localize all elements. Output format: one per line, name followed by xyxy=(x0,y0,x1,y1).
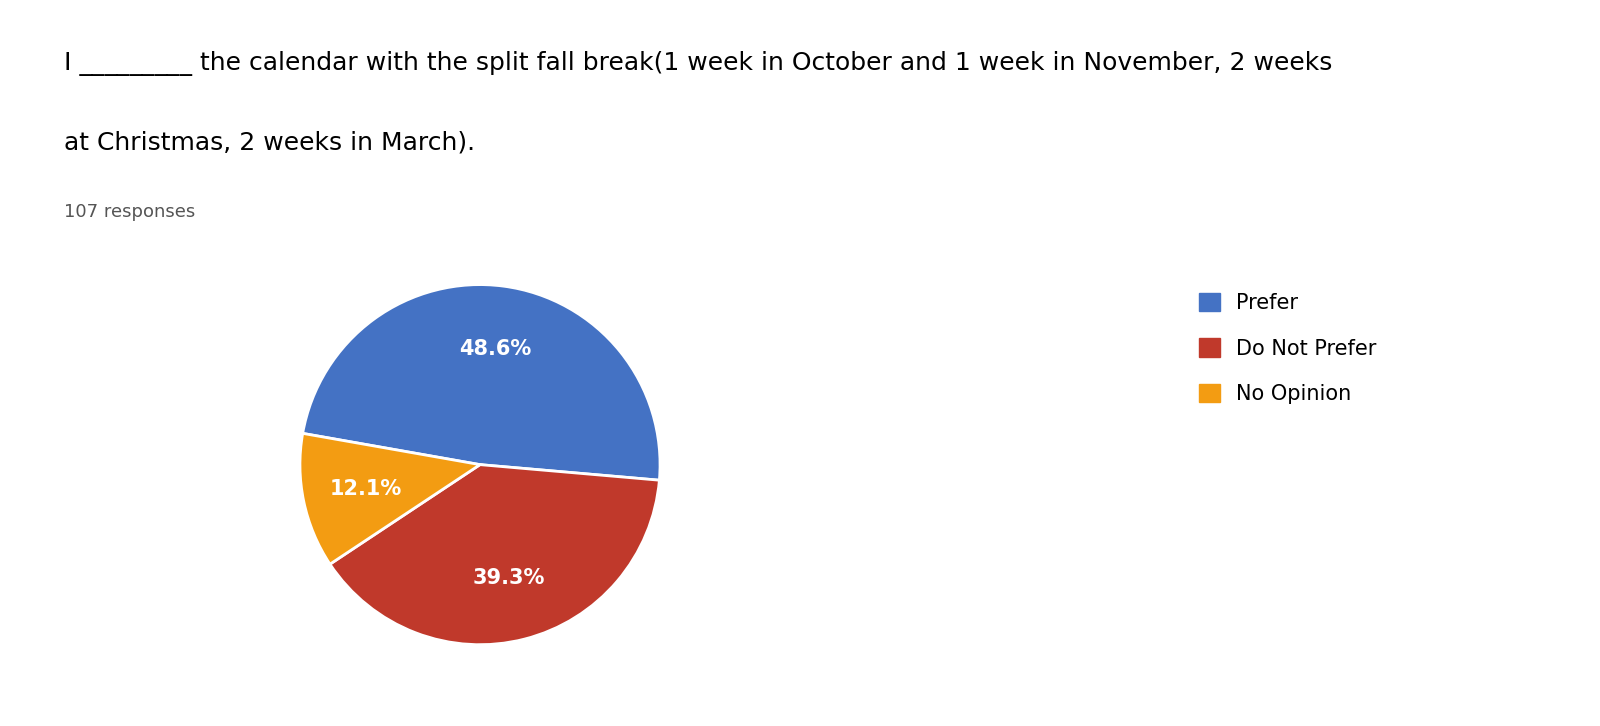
Text: 107 responses: 107 responses xyxy=(64,203,195,221)
Wedge shape xyxy=(302,285,661,480)
Text: 39.3%: 39.3% xyxy=(472,568,546,588)
Legend: Prefer, Do Not Prefer, No Opinion: Prefer, Do Not Prefer, No Opinion xyxy=(1178,272,1397,425)
Text: 48.6%: 48.6% xyxy=(459,338,531,359)
Wedge shape xyxy=(299,433,480,564)
Text: 12.1%: 12.1% xyxy=(330,478,402,499)
Text: at Christmas, 2 weeks in March).: at Christmas, 2 weeks in March). xyxy=(64,131,475,155)
Text: I _________ the calendar with the split fall break(1 week in October and 1 week : I _________ the calendar with the split … xyxy=(64,51,1333,76)
Wedge shape xyxy=(330,465,659,645)
